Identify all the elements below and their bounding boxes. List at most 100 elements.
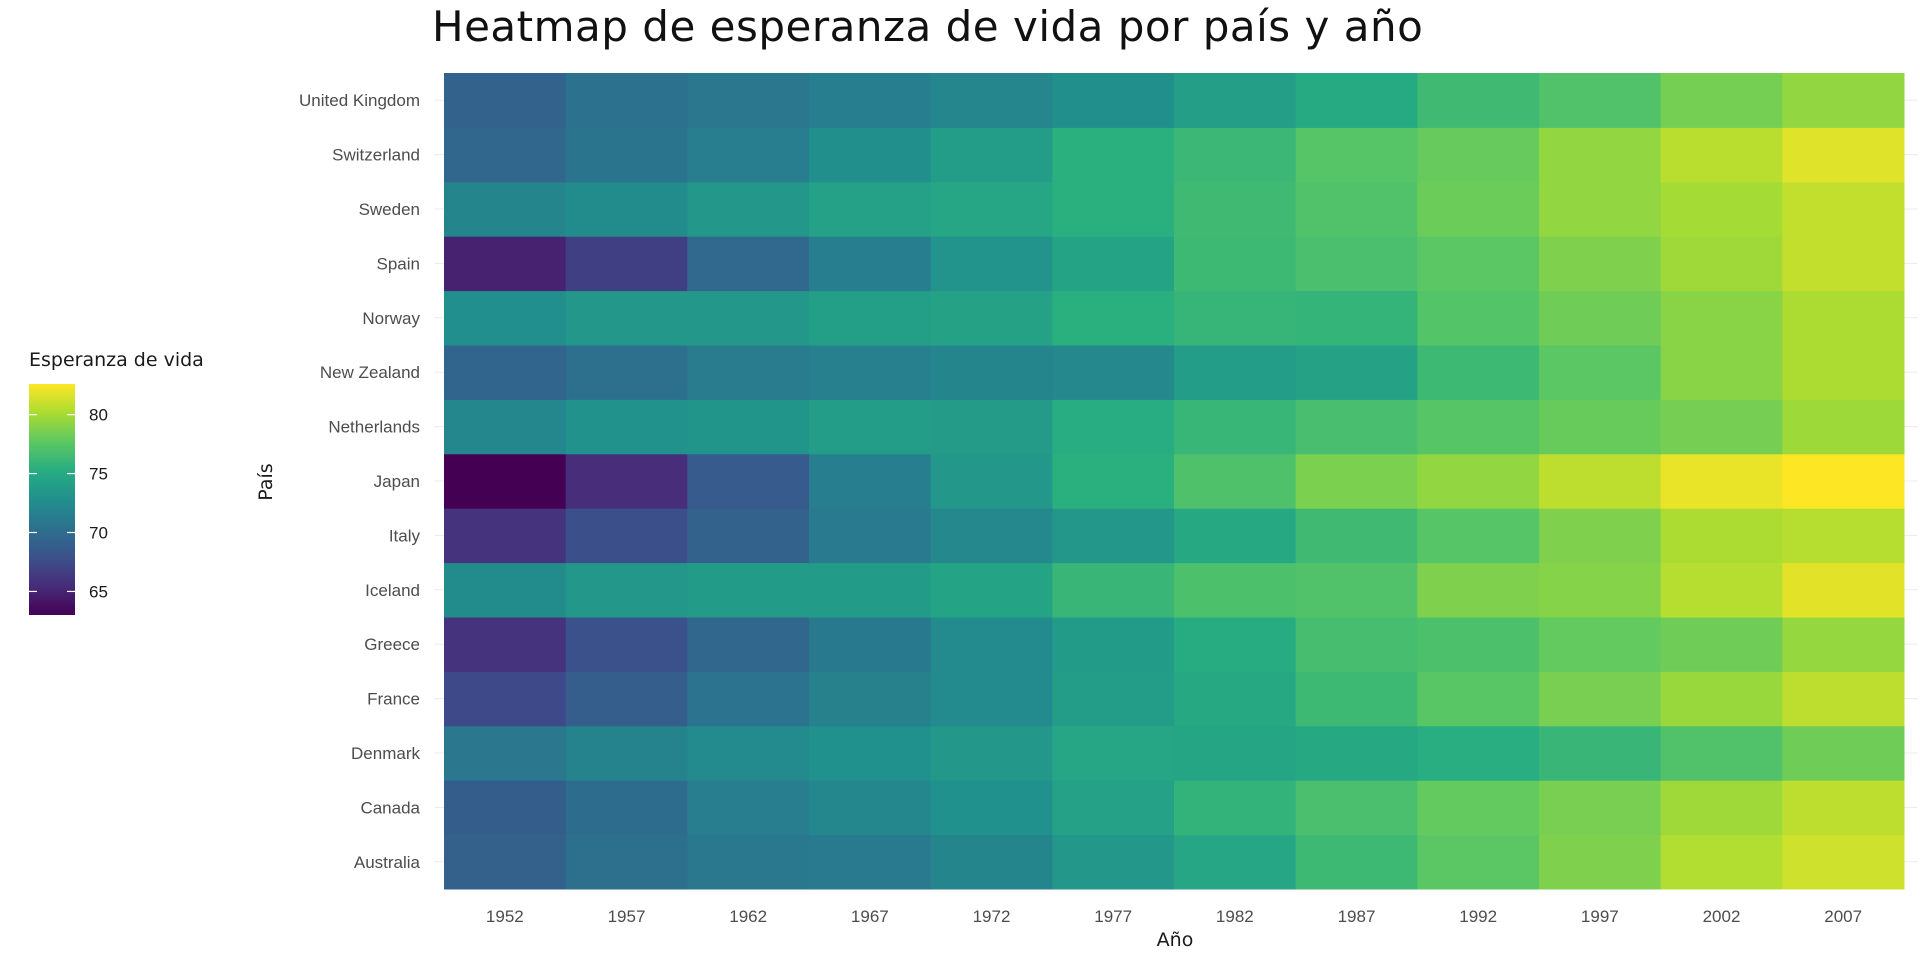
heatmap-cell xyxy=(1295,671,1418,727)
heatmap-cell xyxy=(1417,725,1540,781)
heatmap-cell xyxy=(565,127,688,183)
heatmap-cell xyxy=(444,617,567,672)
heatmap-cell xyxy=(1417,834,1540,890)
heatmap-cell xyxy=(1295,399,1418,455)
x-tick-label: 1957 xyxy=(608,907,646,926)
y-axis-ticks: Australia Canada Denmark France Greece Icelan… xyxy=(299,91,421,872)
heatmap-cell xyxy=(687,345,810,400)
heatmap-cell xyxy=(809,562,932,618)
heatmap-cell xyxy=(565,508,688,564)
heatmap-cell xyxy=(809,290,932,346)
heatmap-cell xyxy=(444,780,567,836)
y-tick-label: United Kingdom xyxy=(299,91,420,110)
heatmap-cell xyxy=(1417,617,1540,672)
heatmap-cell xyxy=(1174,290,1297,346)
heatmap-cells xyxy=(444,73,1905,890)
heatmap-cell xyxy=(1782,236,1905,292)
heatmap-cell xyxy=(1539,236,1662,292)
heatmap-cell xyxy=(1174,562,1297,618)
heatmap-cell xyxy=(1174,834,1297,890)
heatmap-cell xyxy=(1052,671,1175,727)
heatmap-cell xyxy=(1539,617,1662,672)
heatmap-cell xyxy=(444,399,567,455)
heatmap-cell xyxy=(1174,508,1297,564)
heatmap-cell xyxy=(565,181,688,237)
color-legend: Esperanza de vida 65 70 75 80 xyxy=(29,349,204,615)
heatmap-cell xyxy=(809,399,932,455)
heatmap-cell xyxy=(687,73,810,128)
x-tick-label: 2007 xyxy=(1824,907,1862,926)
legend-tick-label: 70 xyxy=(89,524,108,543)
heatmap-cell xyxy=(1782,508,1905,564)
heatmap-cell xyxy=(1052,617,1175,672)
x-tick-label: 1962 xyxy=(729,907,767,926)
heatmap-cell xyxy=(1295,508,1418,564)
heatmap-cell xyxy=(1295,725,1418,781)
heatmap-cell xyxy=(809,671,932,727)
heatmap-cell xyxy=(444,236,567,292)
heatmap-cell xyxy=(1052,345,1175,400)
y-tick-label: Sweden xyxy=(359,200,420,219)
heatmap-cell xyxy=(930,73,1053,128)
heatmap-cell xyxy=(687,127,810,183)
heatmap-cell xyxy=(1782,562,1905,618)
heatmap-cell xyxy=(1174,236,1297,292)
heatmap-cell xyxy=(1174,127,1297,183)
heatmap-cell xyxy=(1417,562,1540,618)
heatmap-cell xyxy=(1660,399,1783,455)
heatmap-cell xyxy=(930,127,1053,183)
heatmap-cell xyxy=(1174,453,1297,509)
heatmap-cell xyxy=(1174,399,1297,455)
heatmap-cell xyxy=(1660,508,1783,564)
heatmap-cell xyxy=(1539,345,1662,400)
heatmap-cell xyxy=(1539,780,1662,836)
heatmap-cell xyxy=(1295,617,1418,672)
heatmap-cell xyxy=(1174,725,1297,781)
heatmap-cell xyxy=(1052,127,1175,183)
heatmap-cell xyxy=(1782,399,1905,455)
heatmap-cell xyxy=(1782,780,1905,836)
heatmap-cell xyxy=(1782,617,1905,672)
heatmap-cell xyxy=(1660,290,1783,346)
heatmap-cell xyxy=(930,780,1053,836)
x-tick-label: 1967 xyxy=(851,907,889,926)
heatmap-cell xyxy=(565,290,688,346)
heatmap-cell xyxy=(809,725,932,781)
heatmap-cell xyxy=(1417,290,1540,346)
heatmap-cell xyxy=(809,780,932,836)
heatmap-cell xyxy=(687,453,810,509)
heatmap-cell xyxy=(1660,725,1783,781)
heatmap-cell xyxy=(1782,834,1905,890)
heatmap-cell xyxy=(1660,834,1783,890)
heatmap-cell xyxy=(687,290,810,346)
heatmap-cell xyxy=(687,562,810,618)
heatmap-cell xyxy=(444,181,567,237)
y-tick-label: Canada xyxy=(360,798,420,817)
heatmap-cell xyxy=(1174,780,1297,836)
heatmap-cell xyxy=(565,725,688,781)
heatmap-cell xyxy=(1417,236,1540,292)
heatmap-cell xyxy=(809,617,932,672)
heatmap-cell xyxy=(930,671,1053,727)
heatmap-cell xyxy=(1052,399,1175,455)
heatmap-cell xyxy=(687,671,810,727)
heatmap-cell xyxy=(1660,345,1783,400)
heatmap-cell xyxy=(565,399,688,455)
heatmap-cell xyxy=(809,73,932,128)
heatmap-cell xyxy=(1539,399,1662,455)
heatmap-cell xyxy=(1052,236,1175,292)
heatmap-cell xyxy=(1052,725,1175,781)
heatmap-cell xyxy=(1417,127,1540,183)
heatmap-cell xyxy=(444,73,567,128)
heatmap-cell xyxy=(1660,671,1783,727)
heatmap-cell xyxy=(809,345,932,400)
heatmap-cell xyxy=(1660,73,1783,128)
heatmap-cell xyxy=(1539,290,1662,346)
chart-title: Heatmap de esperanza de vida por país y … xyxy=(432,2,1424,51)
y-tick-label: Greece xyxy=(364,635,420,654)
heatmap-cell xyxy=(1660,127,1783,183)
heatmap-cell xyxy=(444,671,567,727)
heatmap-cell xyxy=(1782,453,1905,509)
legend-tick-label: 65 xyxy=(89,582,108,601)
